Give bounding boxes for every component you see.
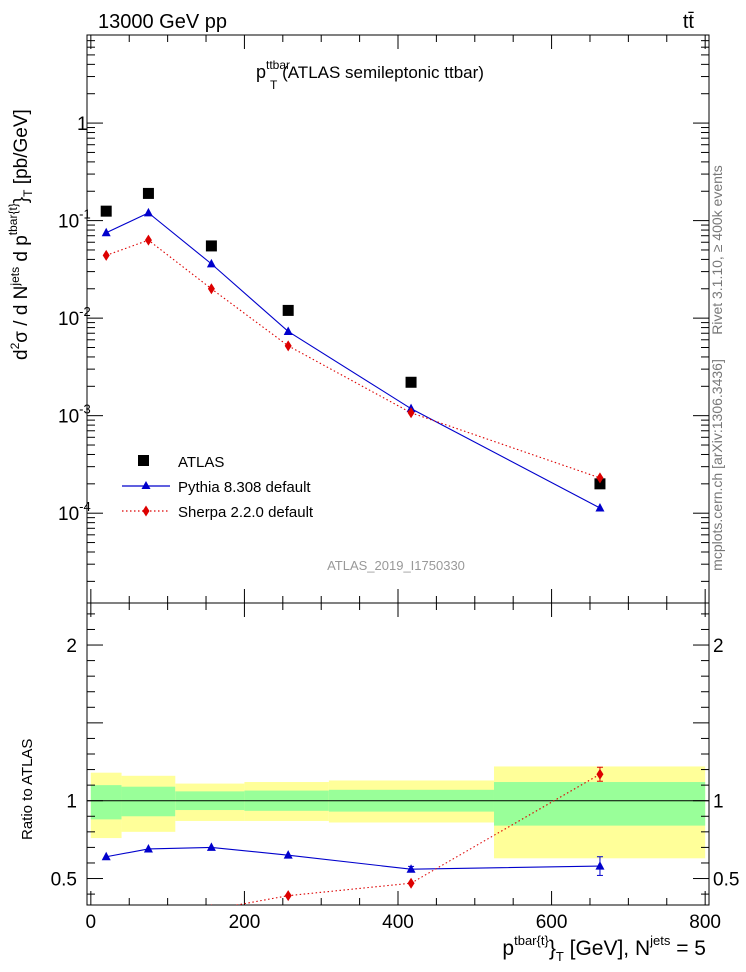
main-point-1 (143, 207, 153, 217)
main-y-tick-label: 10-3 (58, 402, 91, 428)
ratio-point-0 (595, 861, 605, 870)
ratio-bands (87, 766, 709, 859)
x-tick-label: 0 (86, 912, 97, 933)
ratio-plot-frame (86, 602, 710, 906)
legend-atlas-label: ATLAS (178, 454, 224, 471)
main-point-2 (596, 472, 604, 484)
ratio-point-1 (103, 920, 110, 931)
ratio-series-line-1 (233, 773, 601, 905)
main-y-tick-label: 10-1 (58, 207, 91, 233)
legend-pythia-label: Pythia 8.308 default (178, 479, 311, 496)
x-tick-label: 400 (382, 912, 414, 933)
ratio-y-tick-labels: 0.5 0.5 1 1 2 2 (51, 636, 740, 891)
main-y-axis-label: d2σ / d Njets d ptbar{t}}T [pb/GeV] (6, 109, 35, 360)
main-point-0 (594, 478, 606, 490)
legend-atlas-marker (138, 455, 149, 466)
ratio-point-0 (101, 851, 111, 861)
ratio-point-1 (596, 768, 604, 780)
ratio-point-0 (206, 842, 216, 851)
main-point-1 (206, 258, 216, 268)
main-point-2 (207, 283, 215, 295)
main-point-2 (284, 340, 292, 352)
title-sub: T (270, 78, 278, 92)
main-point-0 (100, 205, 112, 217)
ratio-series-line-0 (106, 846, 600, 870)
x-tick-label: 600 (536, 912, 568, 933)
ratio-y-tick-label-right: 0.5 (713, 870, 739, 891)
mcplots-text: mcplots.cern.ch [arXiv:1306.3436] (709, 359, 725, 571)
analysis-watermark: ATLAS_2019_I1750330 (327, 558, 465, 573)
ratio-point-0 (143, 843, 153, 853)
ratio-y-tick-label: 1 (66, 792, 77, 813)
main-point-1 (595, 503, 605, 512)
ratio-y-tick-label: 2 (66, 636, 77, 657)
main-y-tick-label: 1 (77, 114, 88, 135)
ratio-band-inner (493, 782, 706, 826)
title-main: p (256, 62, 266, 82)
main-series (100, 187, 606, 512)
header-left: 13000 GeV pp (98, 11, 227, 33)
ratio-band-inner (90, 785, 122, 820)
ratio-series (101, 766, 605, 931)
rivet-version-text: Rivet 3.1.10, ≥ 400k events (709, 165, 725, 335)
x-tick-labels: 0 200 400 600 800 (86, 912, 721, 933)
main-point-0 (282, 304, 294, 316)
title-rest: (ATLAS semileptonic ttbar) (277, 63, 484, 82)
main-point-0 (405, 376, 417, 388)
ratio-y-tick-label-right: 2 (713, 636, 724, 657)
ratio-point-1 (284, 890, 292, 902)
x-tick-label: 800 (689, 912, 721, 933)
legend-sherpa-marker (142, 505, 150, 517)
main-y-tick-label: 10-2 (58, 304, 91, 330)
ratio-point-1 (407, 877, 415, 889)
legend-sherpa-label: Sherpa 2.2.0 default (178, 504, 314, 521)
ratio-y-tick-label-right: 1 (713, 792, 724, 813)
main-point-1 (101, 227, 111, 237)
ratio-point-1 (145, 912, 152, 923)
main-point-2 (144, 234, 152, 246)
main-y-tick-label: 10-4 (58, 499, 91, 525)
x-tick-label: 200 (229, 912, 261, 933)
header-right: tt̄ (683, 11, 695, 33)
x-axis-label: ptbar{t}}T [GeV], Njets = 5 (502, 933, 706, 964)
title-sup: ttbar (266, 58, 290, 72)
legend-pythia-marker (141, 481, 151, 489)
main-point-0 (142, 187, 154, 199)
main-axis-ticks (87, 34, 709, 603)
ratio-axis-ticks (87, 603, 709, 905)
plot-title: pttbar T (ATLAS semileptonic ttbar) (256, 58, 484, 92)
ratio-point-1 (210, 904, 212, 905)
ratio-band-inner (121, 786, 176, 817)
ratio-point-0 (283, 850, 293, 859)
main-point-1 (283, 326, 293, 335)
ratio-point-0 (406, 864, 416, 873)
ratio-y-axis-label: Ratio to ATLAS (19, 739, 36, 840)
main-point-2 (407, 407, 415, 419)
main-point-2 (102, 249, 110, 261)
legend: ATLAS Pythia 8.308 default Sherpa 2.2.0 … (122, 454, 314, 521)
ratio-y-tick-label: 0.5 (51, 870, 77, 891)
main-series-line-2 (106, 239, 601, 479)
main-series-line-1 (105, 212, 601, 509)
main-point-0 (205, 240, 217, 252)
main-y-tick-labels: 10-4 10-3 10-2 10-1 1 (58, 114, 91, 525)
